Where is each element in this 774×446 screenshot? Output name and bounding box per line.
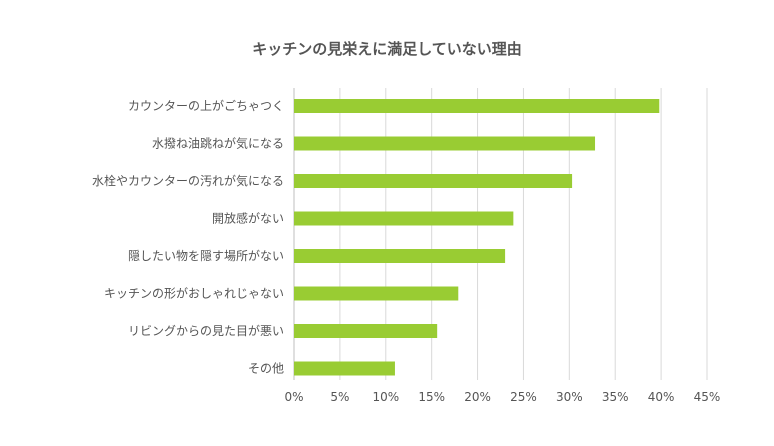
x-tick-label: 45% <box>694 390 721 404</box>
x-tick-label: 40% <box>648 390 675 404</box>
x-tick-label: 30% <box>556 390 583 404</box>
bar <box>294 286 459 301</box>
bar <box>294 174 573 188</box>
category-label: キッチンの形がおしゃれじゃない <box>104 286 284 301</box>
category-label: 水栓やカウンターの汚れが気になる <box>92 173 284 188</box>
category-label: カウンターの上がごちゃつく <box>128 98 284 113</box>
x-tick-label: 0% <box>284 390 303 404</box>
category-label: 隠したい物を隠す場所がない <box>128 248 284 263</box>
bars <box>294 99 660 376</box>
x-tick-label: 35% <box>602 390 629 404</box>
chart-title: キッチンの見栄えに満足していない理由 <box>252 40 522 58</box>
bar <box>294 249 506 263</box>
x-tick-label: 20% <box>464 390 491 404</box>
category-label: 開放感がない <box>212 211 284 226</box>
bar <box>294 361 395 376</box>
category-label: その他 <box>248 362 284 376</box>
x-tick-label: 15% <box>418 390 445 404</box>
bar <box>294 324 438 338</box>
category-labels: カウンターの上がごちゃつく水撥ね油跳ねが気になる水栓やカウンターの汚れが気になる… <box>92 98 284 376</box>
x-axis-ticks: 0% 5% 10% 15% 20% 25% 30% 35% 40% 45% <box>284 390 720 404</box>
x-tick-label: 25% <box>510 390 537 404</box>
bar <box>294 211 514 226</box>
category-label: リビングからの見た目が悪い <box>128 323 284 338</box>
bar <box>294 99 660 113</box>
bar <box>294 136 596 151</box>
category-label: 水撥ね油跳ねが気になる <box>152 136 284 151</box>
x-tick-label: 10% <box>372 390 399 404</box>
x-tick-label: 5% <box>330 390 349 404</box>
